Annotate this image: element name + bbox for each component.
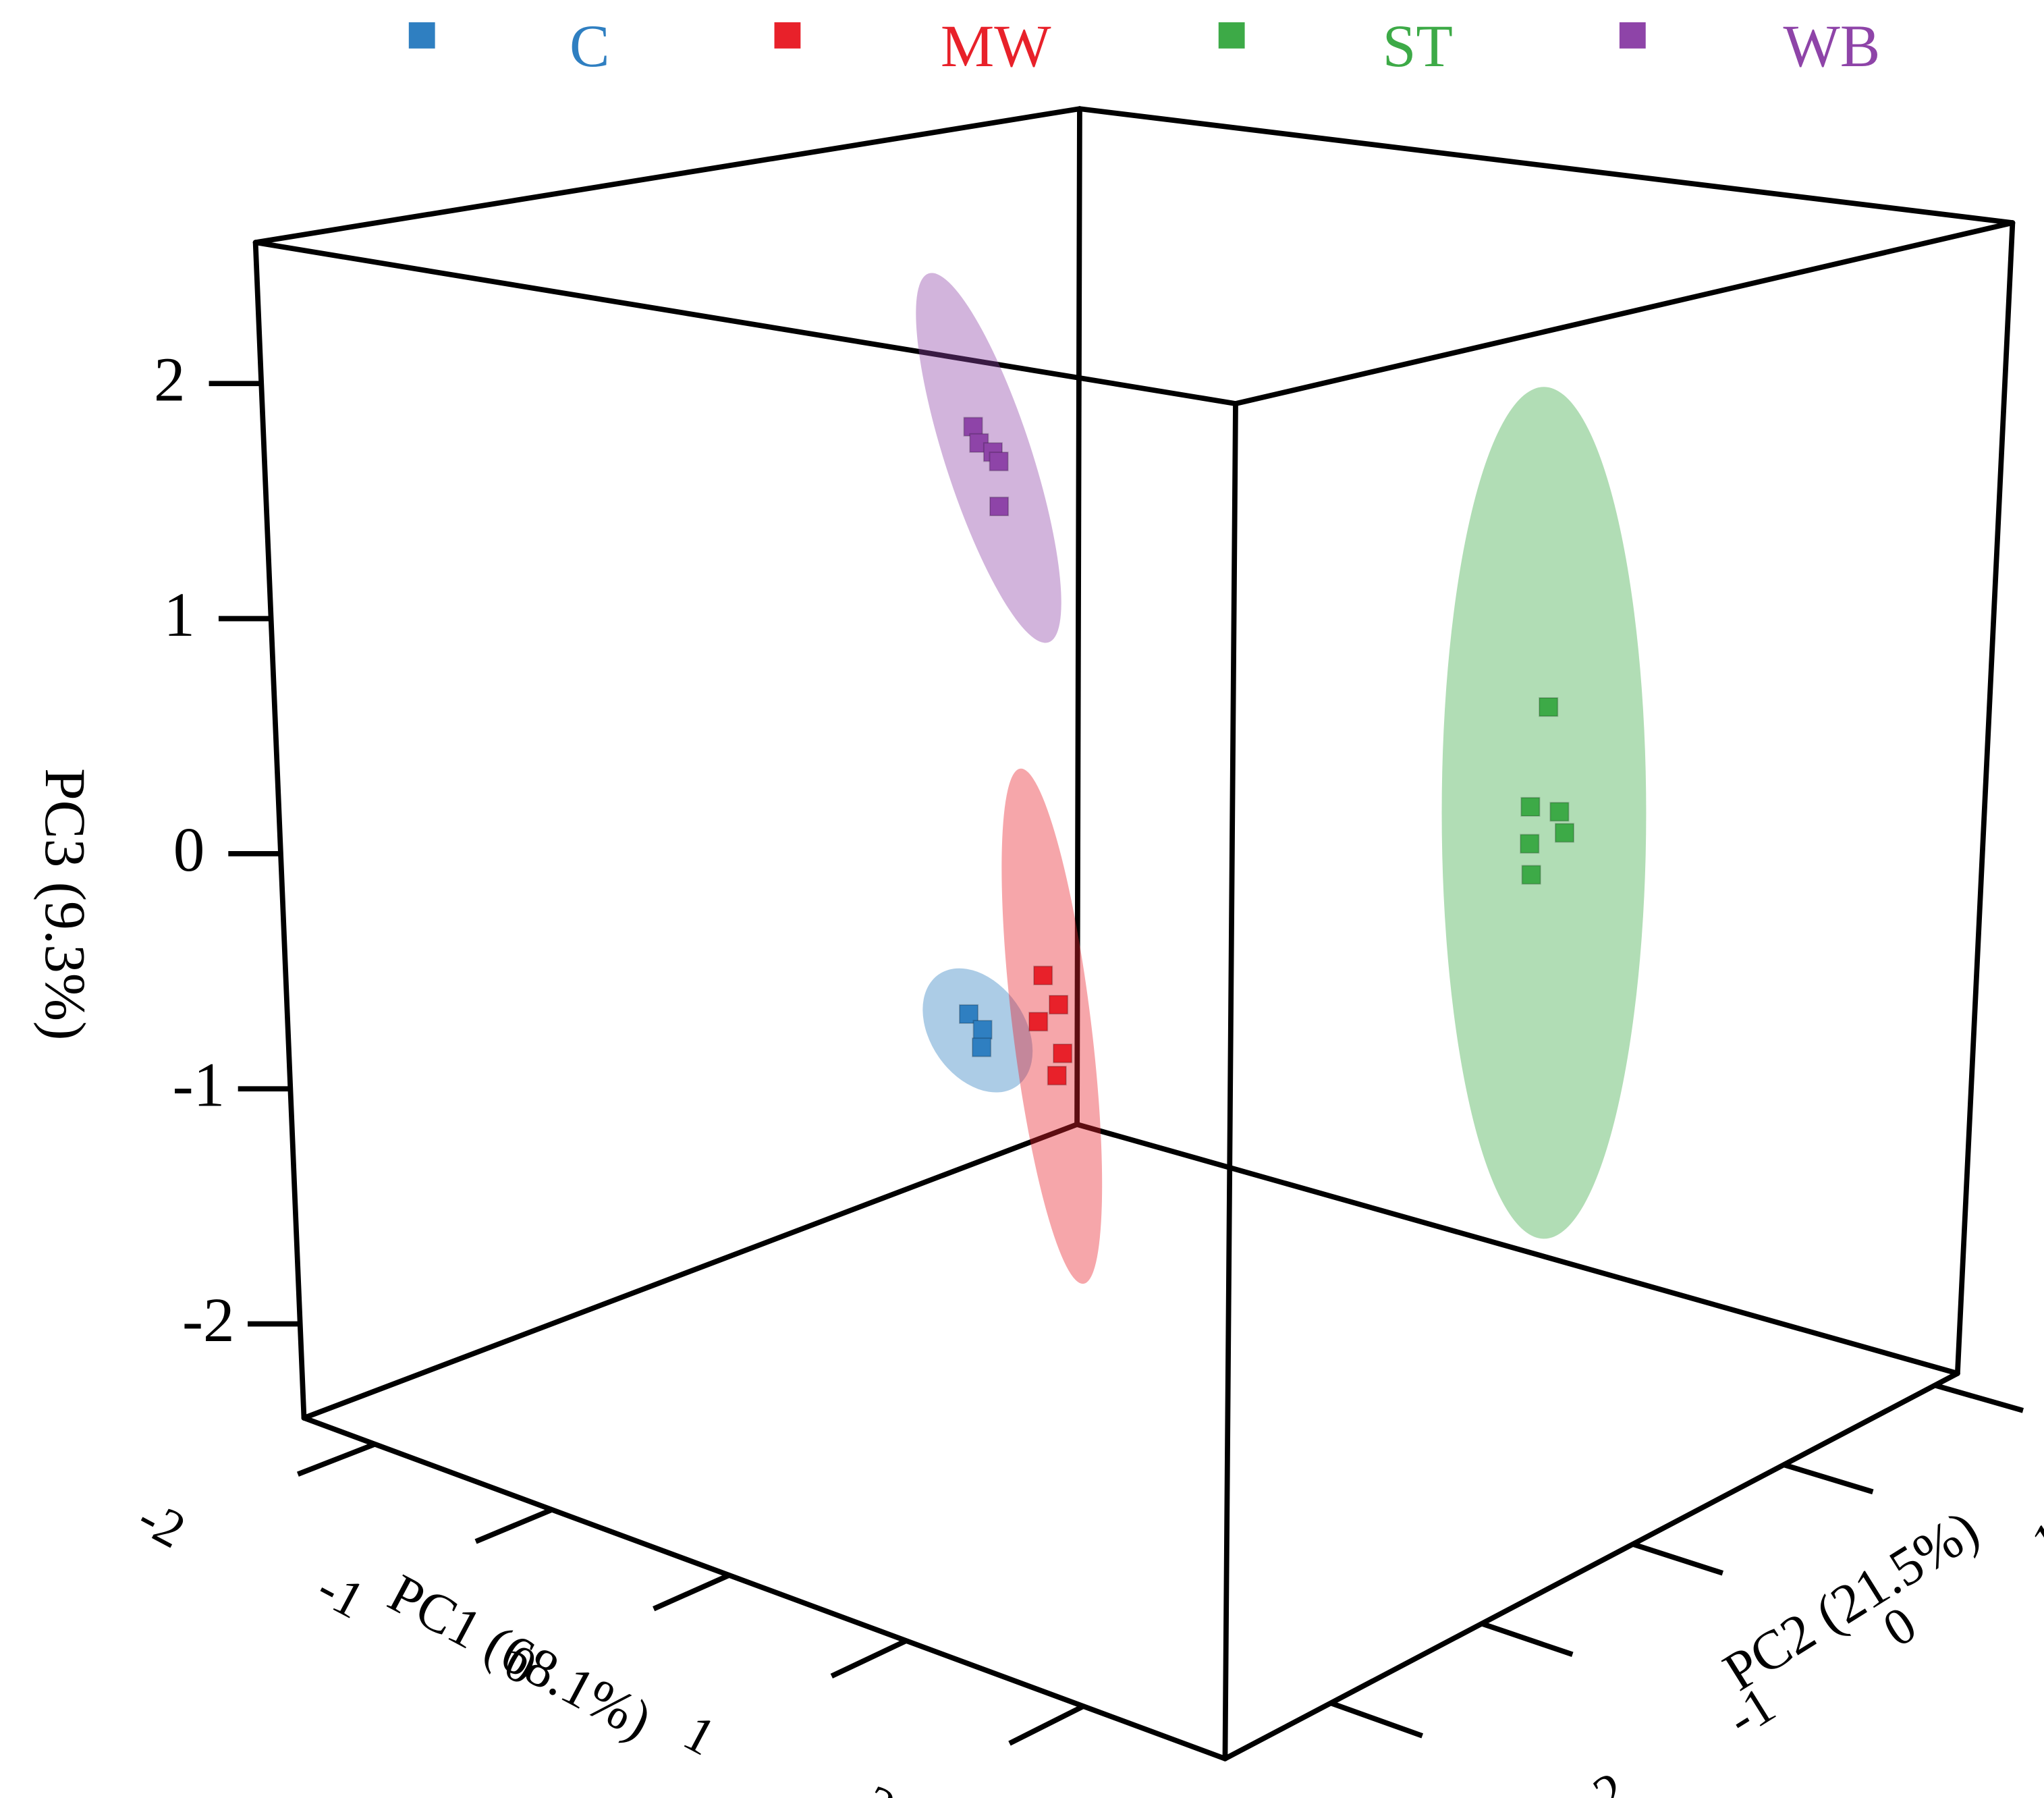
legend-swatch	[1218, 22, 1245, 49]
x-tick	[653, 1573, 731, 1612]
point	[972, 1020, 993, 1040]
point	[1028, 1012, 1049, 1032]
y-tick	[1632, 1542, 1724, 1576]
cube-edge	[252, 240, 1238, 406]
x-tick	[830, 1638, 908, 1679]
point	[959, 1004, 979, 1025]
point	[972, 1037, 992, 1058]
point	[1053, 1043, 1073, 1064]
legend-swatch	[408, 22, 435, 49]
cube-edge	[301, 1122, 1080, 1421]
y-tick-label: -1	[1717, 1675, 1785, 1747]
y-tick	[1481, 1620, 1574, 1658]
x-tick-label: 2	[854, 1774, 904, 1798]
x-tick-label: -1	[308, 1558, 375, 1629]
confidence-ellipse	[1441, 387, 1647, 1239]
cube-edge	[1074, 1122, 1960, 1376]
point	[963, 416, 983, 437]
cube-edge	[1954, 220, 2016, 1376]
y-axis-title: PC2 (21.5%)	[1713, 1498, 1989, 1703]
z-tick-label: 0	[173, 815, 205, 885]
y-tick	[1934, 1382, 2024, 1413]
cube-edge	[1222, 401, 1238, 1762]
y-tick-label: 1	[2022, 1510, 2044, 1573]
legend-swatch	[774, 22, 801, 49]
point	[1049, 995, 1069, 1015]
confidence-ellipse	[1001, 768, 1103, 1284]
point	[1554, 823, 1575, 843]
cube-edge	[1077, 106, 2016, 225]
point	[989, 452, 1009, 472]
point	[1033, 965, 1053, 985]
legend-label: ST	[1383, 13, 1453, 80]
legend-label: MW	[941, 13, 1051, 80]
point	[1549, 802, 1570, 822]
x-tick	[1008, 1704, 1085, 1746]
cube-edge	[301, 1415, 1228, 1762]
legend-label: WB	[1784, 13, 1881, 80]
x-tick-label: -2	[129, 1488, 195, 1559]
cube-edge	[252, 106, 1082, 246]
x-tick-label: 1	[675, 1703, 725, 1766]
point	[1520, 834, 1540, 854]
point	[1520, 796, 1541, 817]
point	[1047, 1066, 1067, 1086]
z-axis-title: PC3 (9.3%)	[33, 768, 96, 1040]
x-tick	[296, 1442, 376, 1477]
y-tick-label: -2	[1568, 1760, 1636, 1798]
x-tick	[474, 1507, 553, 1544]
y-tick-label: 0	[1873, 1595, 1927, 1658]
point	[1521, 865, 1541, 885]
z-tick-label: 2	[154, 346, 186, 415]
point	[1539, 697, 1559, 717]
cube-edge	[1222, 1370, 1960, 1762]
y-tick	[1783, 1462, 1874, 1495]
y-tick	[1329, 1700, 1424, 1739]
z-tick-label: -2	[182, 1286, 235, 1355]
legend-label: C	[570, 13, 610, 80]
z-tick-label: -1	[173, 1051, 225, 1120]
cube-edge	[252, 240, 307, 1421]
z-tick-label: 1	[163, 580, 195, 650]
legend-swatch	[1619, 22, 1646, 49]
point	[989, 496, 1010, 516]
cube-edge	[1074, 106, 1082, 1127]
cube-edge	[1233, 220, 2016, 406]
